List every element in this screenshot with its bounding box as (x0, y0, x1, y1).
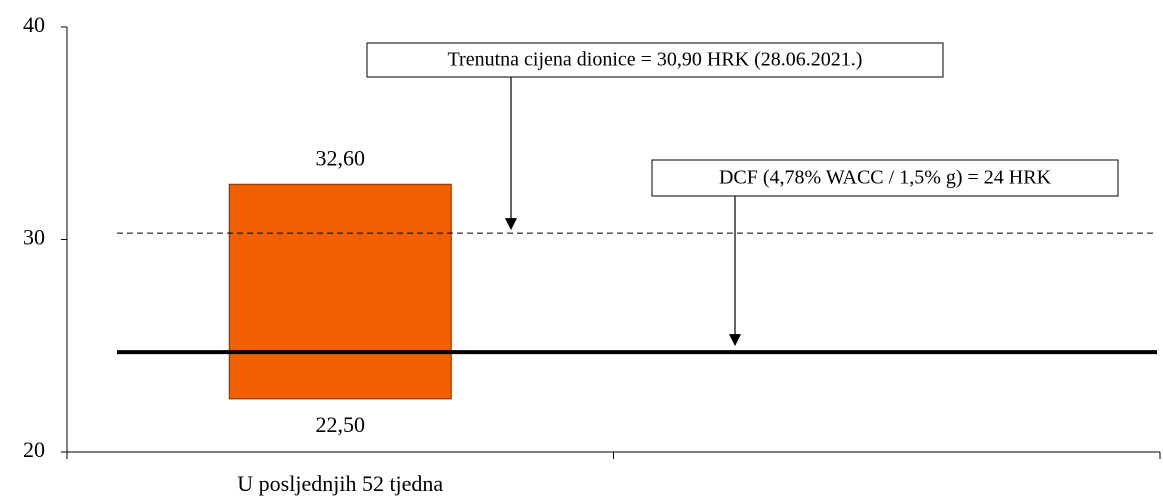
y-tick-label: 40 (23, 12, 45, 37)
data-label: 32,60 (316, 145, 366, 170)
data-label: 22,50 (316, 412, 366, 437)
bar (228, 183, 452, 400)
arrow-head (729, 334, 741, 347)
annotation-box (651, 159, 1119, 197)
x-tick-label: U posljednjih 52 tjedna (237, 471, 443, 496)
y-tick-label: 30 (23, 225, 45, 250)
annotation-box (366, 42, 944, 78)
annotation: DCF (4,78% WACC / 1,5% g) = 24 HRK (719, 167, 1052, 189)
arrow-head (505, 218, 517, 231)
annotation: Trenutna cijena dionice = 30,90 HRK (28.… (448, 49, 863, 71)
y-tick-label: 20 (23, 437, 45, 462)
